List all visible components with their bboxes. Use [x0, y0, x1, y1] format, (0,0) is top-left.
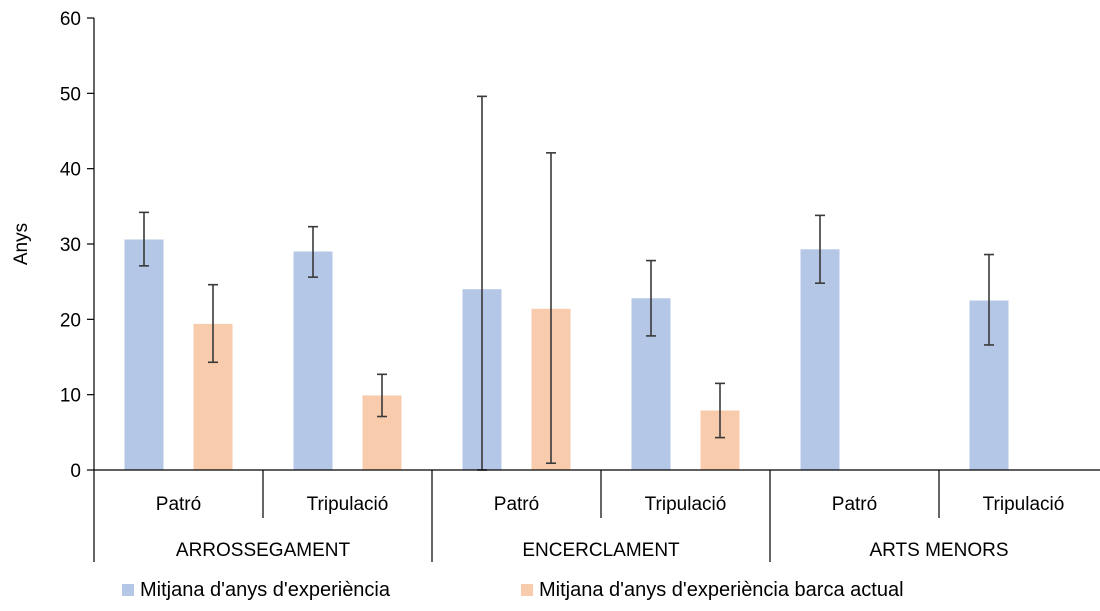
group-label: ENCERCLAMENT [522, 540, 680, 561]
y-tick-label: 60 [60, 9, 81, 30]
legend: Mitjana d'anys d'experiència Mitjana d'a… [122, 579, 904, 601]
error-bars [139, 95, 994, 471]
axes [93, 18, 1100, 562]
bar-experience [293, 251, 333, 470]
category-label: Patró [494, 494, 539, 515]
legend-label-experience: Mitjana d'anys d'experiència [140, 579, 391, 601]
legend-swatch-experience [122, 584, 134, 596]
legend-label-current-boat: Mitjana d'anys d'experiència barca actua… [539, 579, 904, 601]
category-labels: Patró Tripulació Patró Tripulació Patró Tripu… [156, 494, 1065, 515]
bar-experience [124, 239, 164, 470]
category-label: Tripulació [307, 494, 389, 515]
category-label: Tripulació [645, 494, 727, 515]
y-axis-title: Anys [11, 223, 32, 265]
bar-experience [800, 249, 840, 470]
y-axis-ticks: 0 10 20 30 40 50 60 [60, 9, 94, 482]
group-label: ARTS MENORS [869, 540, 1008, 561]
y-tick-label: 0 [70, 461, 81, 482]
y-tick-label: 40 [60, 160, 81, 181]
legend-swatch-current-boat [521, 584, 533, 596]
category-label: Tripulació [983, 494, 1065, 515]
group-labels: ARROSSEGAMENT ENCERCLAMENT ARTS MENORS [176, 540, 1009, 561]
y-tick-label: 30 [60, 235, 81, 256]
category-label: Patró [156, 494, 201, 515]
y-tick-label: 10 [60, 386, 81, 407]
y-tick-label: 50 [60, 84, 81, 105]
y-tick-label: 20 [60, 310, 81, 331]
bars [124, 239, 1009, 470]
group-label: ARROSSEGAMENT [176, 540, 351, 561]
category-label: Patró [832, 494, 877, 515]
